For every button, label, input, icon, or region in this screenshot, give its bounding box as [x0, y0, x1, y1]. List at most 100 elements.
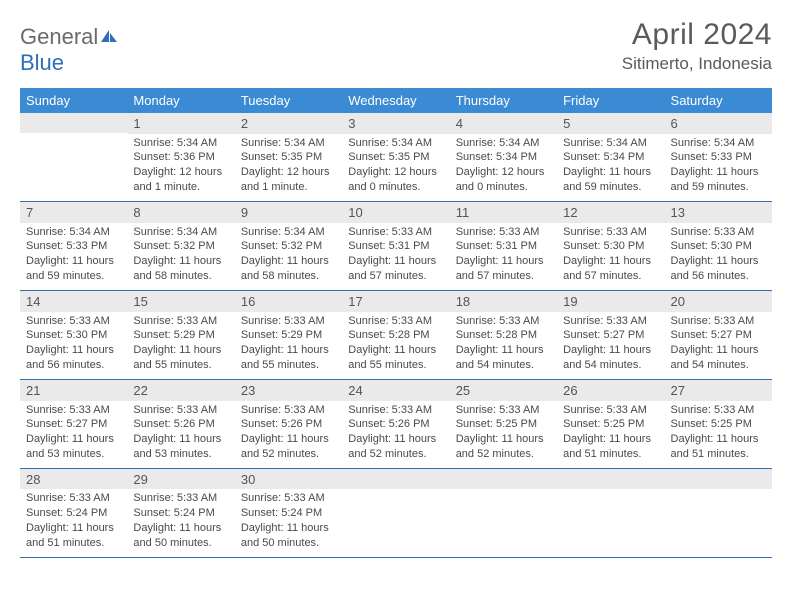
empty-day-cell [557, 468, 664, 557]
sunrise-line: Sunrise: 5:33 AM [26, 403, 121, 418]
daylight-line: Daylight: 12 hours and 1 minute. [241, 165, 336, 195]
day-number: 16 [235, 291, 342, 312]
day-number: 10 [342, 202, 449, 223]
day-details: Sunrise: 5:33 AMSunset: 5:25 PMDaylight:… [557, 401, 664, 468]
day-number: 17 [342, 291, 449, 312]
sunset-line: Sunset: 5:30 PM [563, 239, 658, 254]
day-cell: 26Sunrise: 5:33 AMSunset: 5:25 PMDayligh… [557, 379, 664, 468]
sunset-line: Sunset: 5:26 PM [241, 417, 336, 432]
day-details: Sunrise: 5:33 AMSunset: 5:31 PMDaylight:… [342, 223, 449, 290]
daylight-line: Daylight: 11 hours and 56 minutes. [26, 343, 121, 373]
daylight-line: Daylight: 11 hours and 58 minutes. [133, 254, 228, 284]
sunset-line: Sunset: 5:35 PM [241, 150, 336, 165]
sunrise-line: Sunrise: 5:33 AM [563, 314, 658, 329]
day-cell: 30Sunrise: 5:33 AMSunset: 5:24 PMDayligh… [235, 468, 342, 557]
day-number: 2 [235, 113, 342, 134]
sunrise-line: Sunrise: 5:33 AM [671, 225, 766, 240]
sunrise-line: Sunrise: 5:34 AM [563, 136, 658, 151]
day-details: Sunrise: 5:33 AMSunset: 5:26 PMDaylight:… [127, 401, 234, 468]
day-cell: 25Sunrise: 5:33 AMSunset: 5:25 PMDayligh… [450, 379, 557, 468]
month-title: April 2024 [622, 18, 772, 52]
sunset-line: Sunset: 5:32 PM [241, 239, 336, 254]
daylight-line: Daylight: 11 hours and 54 minutes. [563, 343, 658, 373]
daylight-line: Daylight: 11 hours and 50 minutes. [241, 521, 336, 551]
day-cell: 20Sunrise: 5:33 AMSunset: 5:27 PMDayligh… [665, 290, 772, 379]
day-cell: 23Sunrise: 5:33 AMSunset: 5:26 PMDayligh… [235, 379, 342, 468]
day-cell: 2Sunrise: 5:34 AMSunset: 5:35 PMDaylight… [235, 113, 342, 201]
sunset-line: Sunset: 5:28 PM [348, 328, 443, 343]
day-number: 22 [127, 380, 234, 401]
day-number: 28 [20, 469, 127, 490]
day-cell: 8Sunrise: 5:34 AMSunset: 5:32 PMDaylight… [127, 201, 234, 290]
calendar-row: 21Sunrise: 5:33 AMSunset: 5:27 PMDayligh… [20, 379, 772, 468]
day-number: 27 [665, 380, 772, 401]
sunset-line: Sunset: 5:29 PM [241, 328, 336, 343]
weekday-saturday: Saturday [665, 88, 772, 113]
sunrise-line: Sunrise: 5:33 AM [671, 403, 766, 418]
daylight-line: Daylight: 11 hours and 54 minutes. [456, 343, 551, 373]
sunrise-line: Sunrise: 5:33 AM [348, 225, 443, 240]
day-details [20, 133, 127, 195]
sunset-line: Sunset: 5:32 PM [133, 239, 228, 254]
day-details: Sunrise: 5:33 AMSunset: 5:28 PMDaylight:… [450, 312, 557, 379]
daylight-line: Daylight: 12 hours and 1 minute. [133, 165, 228, 195]
sunset-line: Sunset: 5:27 PM [671, 328, 766, 343]
daylight-line: Daylight: 11 hours and 55 minutes. [348, 343, 443, 373]
day-number [342, 469, 449, 489]
daylight-line: Daylight: 11 hours and 51 minutes. [671, 432, 766, 462]
day-details: Sunrise: 5:33 AMSunset: 5:30 PMDaylight:… [665, 223, 772, 290]
daylight-line: Daylight: 11 hours and 58 minutes. [241, 254, 336, 284]
day-cell: 6Sunrise: 5:34 AMSunset: 5:33 PMDaylight… [665, 113, 772, 201]
empty-day-cell [342, 468, 449, 557]
daylight-line: Daylight: 11 hours and 59 minutes. [563, 165, 658, 195]
sunset-line: Sunset: 5:33 PM [671, 150, 766, 165]
sunrise-line: Sunrise: 5:33 AM [26, 314, 121, 329]
day-details [665, 489, 772, 551]
sunset-line: Sunset: 5:25 PM [563, 417, 658, 432]
day-cell: 19Sunrise: 5:33 AMSunset: 5:27 PMDayligh… [557, 290, 664, 379]
daylight-line: Daylight: 11 hours and 52 minutes. [456, 432, 551, 462]
logo-word-blue: Blue [20, 50, 64, 75]
sunrise-line: Sunrise: 5:34 AM [133, 136, 228, 151]
day-details: Sunrise: 5:34 AMSunset: 5:33 PMDaylight:… [20, 223, 127, 290]
daylight-line: Daylight: 11 hours and 51 minutes. [26, 521, 121, 551]
weekday-friday: Friday [557, 88, 664, 113]
sunset-line: Sunset: 5:24 PM [26, 506, 121, 521]
sunrise-line: Sunrise: 5:34 AM [456, 136, 551, 151]
daylight-line: Daylight: 11 hours and 53 minutes. [26, 432, 121, 462]
daylight-line: Daylight: 11 hours and 57 minutes. [348, 254, 443, 284]
calendar-row: 1Sunrise: 5:34 AMSunset: 5:36 PMDaylight… [20, 113, 772, 201]
day-cell: 4Sunrise: 5:34 AMSunset: 5:34 PMDaylight… [450, 113, 557, 201]
day-cell: 10Sunrise: 5:33 AMSunset: 5:31 PMDayligh… [342, 201, 449, 290]
day-cell: 24Sunrise: 5:33 AMSunset: 5:26 PMDayligh… [342, 379, 449, 468]
daylight-line: Daylight: 11 hours and 55 minutes. [133, 343, 228, 373]
day-details: Sunrise: 5:33 AMSunset: 5:30 PMDaylight:… [20, 312, 127, 379]
day-cell: 16Sunrise: 5:33 AMSunset: 5:29 PMDayligh… [235, 290, 342, 379]
day-cell: 3Sunrise: 5:34 AMSunset: 5:35 PMDaylight… [342, 113, 449, 201]
day-number: 30 [235, 469, 342, 490]
day-details: Sunrise: 5:34 AMSunset: 5:35 PMDaylight:… [342, 134, 449, 201]
day-details: Sunrise: 5:34 AMSunset: 5:33 PMDaylight:… [665, 134, 772, 201]
calendar-row: 14Sunrise: 5:33 AMSunset: 5:30 PMDayligh… [20, 290, 772, 379]
daylight-line: Daylight: 12 hours and 0 minutes. [348, 165, 443, 195]
day-number: 4 [450, 113, 557, 134]
day-number: 12 [557, 202, 664, 223]
day-cell: 28Sunrise: 5:33 AMSunset: 5:24 PMDayligh… [20, 468, 127, 557]
day-details: Sunrise: 5:33 AMSunset: 5:24 PMDaylight:… [20, 489, 127, 556]
header: GeneralBlue April 2024 Sitimerto, Indone… [20, 18, 772, 76]
logo-sail-icon [99, 24, 119, 50]
sunset-line: Sunset: 5:30 PM [671, 239, 766, 254]
day-details: Sunrise: 5:33 AMSunset: 5:24 PMDaylight:… [235, 489, 342, 556]
day-cell: 17Sunrise: 5:33 AMSunset: 5:28 PMDayligh… [342, 290, 449, 379]
sunset-line: Sunset: 5:31 PM [456, 239, 551, 254]
day-details: Sunrise: 5:33 AMSunset: 5:31 PMDaylight:… [450, 223, 557, 290]
sunset-line: Sunset: 5:27 PM [563, 328, 658, 343]
day-number: 29 [127, 469, 234, 490]
weekday-header-row: Sunday Monday Tuesday Wednesday Thursday… [20, 88, 772, 113]
sunset-line: Sunset: 5:36 PM [133, 150, 228, 165]
empty-day-cell [665, 468, 772, 557]
day-details: Sunrise: 5:33 AMSunset: 5:24 PMDaylight:… [127, 489, 234, 556]
day-number: 11 [450, 202, 557, 223]
daylight-line: Daylight: 11 hours and 57 minutes. [563, 254, 658, 284]
day-details: Sunrise: 5:33 AMSunset: 5:25 PMDaylight:… [450, 401, 557, 468]
